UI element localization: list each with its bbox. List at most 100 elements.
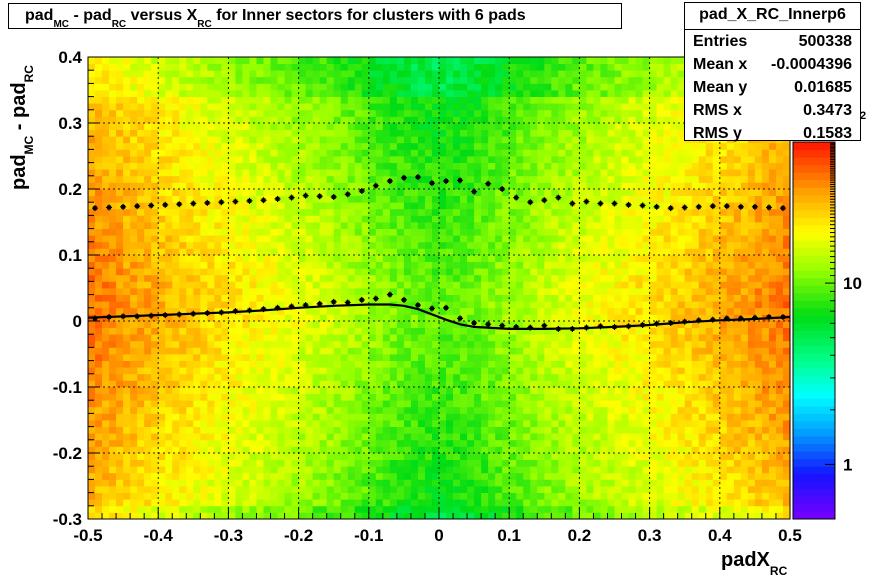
heatmap-cell bbox=[172, 83, 180, 91]
heatmap-cell bbox=[495, 149, 503, 157]
heatmap-cell bbox=[137, 499, 145, 507]
heatmap-cell bbox=[116, 268, 124, 276]
heatmap-cell bbox=[277, 499, 285, 507]
heatmap-cell bbox=[305, 420, 314, 427]
heatmap-cell bbox=[214, 222, 222, 229]
heatmap-cell bbox=[242, 255, 250, 262]
heatmap-cell bbox=[375, 129, 384, 137]
heatmap-cell bbox=[382, 76, 391, 84]
heatmap-cell bbox=[340, 189, 349, 196]
heatmap-cell bbox=[172, 360, 180, 368]
heatmap-cell bbox=[558, 393, 566, 401]
heatmap-cell bbox=[424, 380, 433, 388]
heatmap-cell bbox=[256, 162, 264, 170]
heatmap-cell bbox=[144, 446, 152, 454]
heatmap-cell bbox=[551, 400, 559, 408]
heatmap-cell bbox=[509, 340, 517, 348]
heatmap-cell bbox=[403, 274, 412, 282]
heatmap-cell bbox=[102, 228, 110, 236]
heatmap-cell bbox=[410, 96, 419, 104]
heatmap-cell bbox=[544, 439, 552, 447]
heatmap-cell bbox=[354, 367, 363, 375]
heatmap-cell bbox=[544, 202, 552, 210]
heatmap-cell bbox=[523, 499, 531, 507]
heatmap-cell bbox=[474, 208, 482, 216]
heatmap-cell bbox=[572, 367, 580, 375]
heatmap-cell bbox=[144, 274, 152, 282]
heatmap-cell bbox=[375, 175, 384, 183]
heatmap-cell bbox=[417, 334, 426, 342]
heatmap-cell bbox=[123, 505, 131, 513]
heatmap-cell bbox=[137, 288, 145, 295]
heatmap-cell bbox=[144, 261, 152, 269]
heatmap-cell bbox=[200, 83, 208, 91]
heatmap-cell bbox=[523, 314, 531, 322]
heatmap-cell bbox=[298, 268, 307, 276]
heatmap-cell bbox=[186, 123, 194, 130]
heatmap-cell bbox=[431, 413, 440, 421]
heatmap-cell bbox=[137, 446, 145, 454]
heatmap-cell bbox=[551, 466, 559, 474]
heatmap-cell bbox=[95, 466, 103, 474]
heatmap-cell bbox=[277, 123, 285, 130]
heatmap-cell bbox=[558, 327, 566, 335]
heatmap-cell bbox=[319, 439, 328, 447]
heatmap-cell bbox=[228, 268, 236, 276]
heatmap-cell bbox=[88, 499, 96, 507]
heatmap-cell bbox=[193, 109, 201, 117]
heatmap-cell bbox=[88, 439, 96, 447]
heatmap-cell bbox=[137, 142, 145, 150]
heatmap-cell bbox=[460, 479, 468, 487]
heatmap-cell bbox=[326, 505, 335, 513]
heatmap-cell bbox=[298, 96, 307, 104]
heatmap-cell bbox=[523, 321, 531, 328]
heatmap-cell bbox=[151, 215, 159, 223]
heatmap-cell bbox=[403, 83, 412, 91]
heatmap-cell bbox=[509, 439, 517, 447]
heatmap-cell bbox=[109, 241, 117, 249]
heatmap-cell bbox=[439, 116, 447, 124]
heatmap-cell bbox=[277, 142, 285, 150]
heatmap-cell bbox=[249, 321, 257, 328]
heatmap-cell bbox=[558, 255, 566, 262]
heatmap-cell bbox=[102, 459, 110, 467]
heatmap-cell bbox=[186, 142, 194, 150]
heatmap-cell bbox=[95, 169, 103, 177]
heatmap-cell bbox=[172, 479, 180, 487]
heatmap-cell bbox=[579, 63, 587, 71]
heatmap-cell bbox=[389, 162, 398, 170]
heatmap-cell bbox=[396, 281, 405, 289]
heatmap-cell bbox=[256, 334, 264, 342]
heatmap-cell bbox=[368, 347, 377, 355]
heatmap-cell bbox=[319, 241, 328, 249]
heatmap-cell bbox=[116, 446, 124, 454]
heatmap-cell bbox=[186, 301, 194, 309]
heatmap-cell bbox=[221, 235, 229, 243]
heatmap-cell bbox=[488, 406, 496, 414]
heatmap-cell bbox=[340, 241, 349, 249]
heatmap-cell bbox=[565, 367, 573, 375]
heatmap-cell bbox=[523, 169, 531, 177]
heatmap-cell bbox=[95, 90, 103, 97]
heatmap-cell bbox=[523, 387, 531, 394]
heatmap-cell bbox=[354, 162, 363, 170]
heatmap-cell bbox=[375, 294, 384, 302]
heatmap-cell bbox=[530, 268, 538, 276]
heatmap-cell bbox=[179, 109, 187, 117]
heatmap-cell bbox=[123, 472, 131, 480]
heatmap-cell bbox=[467, 142, 475, 150]
heatmap-cell bbox=[305, 156, 314, 163]
heatmap-cell bbox=[558, 472, 566, 480]
heatmap-cell bbox=[424, 169, 433, 177]
heatmap-cell bbox=[544, 347, 552, 355]
heatmap-cell bbox=[516, 288, 524, 295]
heatmap-cell bbox=[256, 136, 264, 144]
heatmap-cell bbox=[284, 466, 292, 474]
heatmap-cell bbox=[544, 189, 552, 196]
heatmap-cell bbox=[186, 505, 194, 513]
heatmap-cell bbox=[242, 109, 250, 117]
heatmap-cell bbox=[565, 83, 573, 91]
heatmap-cell bbox=[354, 393, 363, 401]
heatmap-cell bbox=[523, 255, 531, 262]
heatmap-cell bbox=[305, 486, 314, 493]
